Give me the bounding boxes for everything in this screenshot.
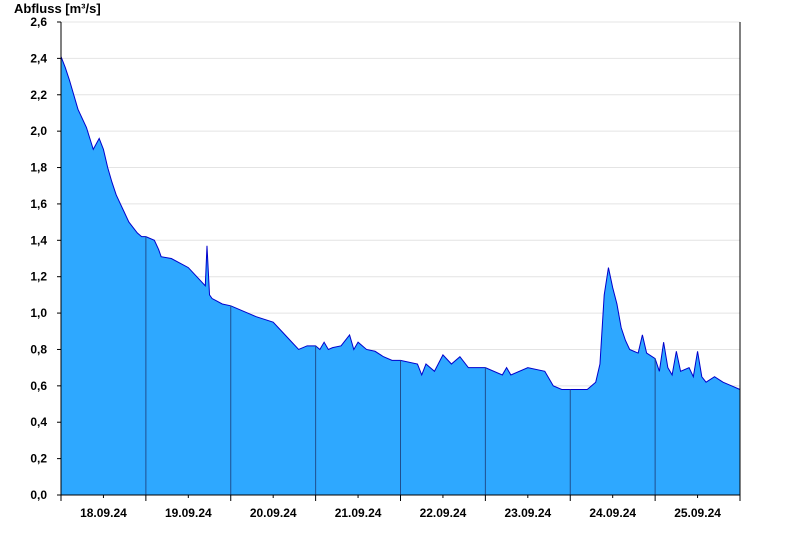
- discharge-line: [60, 56, 741, 390]
- y-tick-label: 0,6: [30, 379, 47, 393]
- y-tick-label: 2,2: [30, 88, 47, 102]
- y-axis-title: Abfluss [m³/s]: [14, 1, 101, 16]
- x-tick-label: 21.09.24: [335, 506, 382, 520]
- y-tick-label: 0,2: [30, 452, 47, 466]
- y-tick-label: 1,2: [30, 270, 47, 284]
- y-tick-label: 2,0: [30, 124, 47, 138]
- x-tick-label: 19.09.24: [165, 506, 212, 520]
- y-tick-label: 2,4: [30, 51, 47, 65]
- y-tick-label: 2,6: [30, 15, 47, 29]
- y-tick-label: 1,8: [30, 161, 47, 175]
- x-tick-label: 25.09.24: [674, 506, 721, 520]
- x-tick-label: 24.09.24: [589, 506, 636, 520]
- y-tick-label: 1,4: [30, 233, 47, 247]
- x-tick-label: 20.09.24: [250, 506, 297, 520]
- y-tick-label: 1,0: [30, 306, 47, 320]
- y-tick-label: 1,6: [30, 197, 47, 211]
- y-tick-label: 0,0: [30, 488, 47, 502]
- x-tick-label: 18.09.24: [80, 506, 127, 520]
- y-tick-label: 0,8: [30, 342, 47, 356]
- y-axis-ticks: 0,0 0,2 0,4 0,6 0,8 1,0 1,2 1,4 1,6 1,8 2,0 2,2 2,4 2…: [30, 15, 61, 502]
- x-tick-label: 22.09.24: [420, 506, 467, 520]
- x-axis-ticks: 18.09.24 19.09.24 20.09.24 21.09.24 22.09.24…: [60, 495, 741, 520]
- day-separators: [145, 236, 656, 495]
- y-tick-label: 0,4: [30, 415, 47, 429]
- x-tick-label: 23.09.24: [504, 506, 551, 520]
